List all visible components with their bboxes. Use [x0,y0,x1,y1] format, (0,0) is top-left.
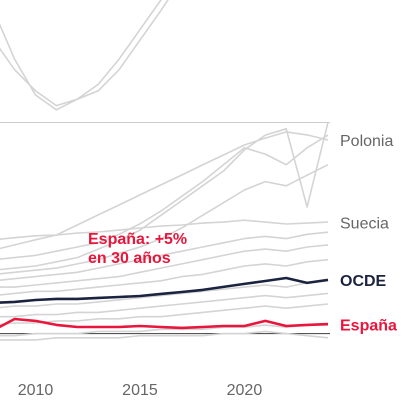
background-line [0,163,329,275]
series-label: España [340,317,397,334]
series-label: Suecia [340,215,389,232]
background-line [0,292,329,318]
background-line [0,258,329,296]
background-line [0,0,169,111]
background-line [0,303,329,326]
background-line [0,0,162,107]
background-line [0,122,329,271]
background-line [0,324,328,337]
background-line [0,231,329,281]
annotation: España: +5% [88,231,187,248]
series-label: Polonia [340,133,393,150]
series-line [0,317,329,330]
grid [0,121,330,335]
x-tick-label: 2015 [122,382,158,399]
series-line [0,131,329,250]
background-line [0,330,329,341]
series-line [0,276,329,304]
annotation: en 30 años [88,250,171,267]
plot-area [0,0,329,341]
series-label: OCDE [340,273,387,290]
series-line [0,219,329,240]
background-line [0,244,329,288]
x-tick-label: 2020 [227,382,263,399]
background-line [0,134,329,260]
background-line [0,280,329,309]
x-tick-label: 2010 [18,382,54,399]
labels: 2010 2015 2020 Polonia Suecia OCDE España Españ… [18,133,397,399]
